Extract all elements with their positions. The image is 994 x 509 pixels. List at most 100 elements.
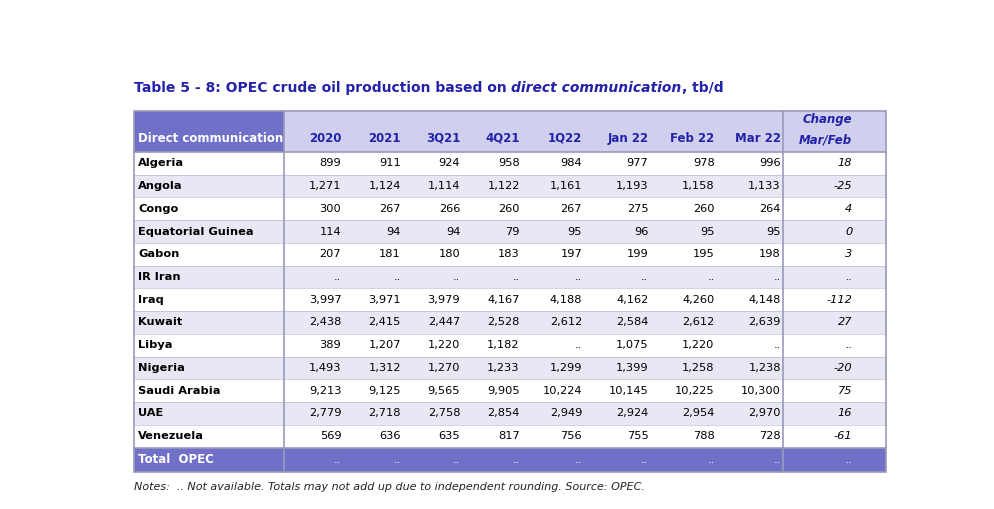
Bar [133,447,886,472]
Bar [133,289,886,311]
Text: 4,167: 4,167 [487,295,519,305]
Text: 2,639: 2,639 [747,318,780,327]
Text: 755: 755 [626,431,648,441]
Text: 978: 978 [692,158,714,168]
Text: 1,220: 1,220 [682,340,714,350]
Text: 2,528: 2,528 [487,318,519,327]
Text: 260: 260 [693,204,714,214]
Text: Gabon: Gabon [138,249,180,259]
Text: 1,258: 1,258 [682,363,714,373]
Text: 4,162: 4,162 [615,295,648,305]
Text: Angola: Angola [138,181,183,191]
Bar [133,220,886,243]
Text: 1,233: 1,233 [487,363,519,373]
Text: 1,161: 1,161 [549,181,581,191]
Text: 96: 96 [633,227,648,237]
Text: 1,158: 1,158 [681,181,714,191]
Text: Libya: Libya [138,340,173,350]
Text: 1,238: 1,238 [747,363,780,373]
Text: ..: .. [393,272,401,282]
Text: 9,565: 9,565 [427,386,460,395]
Text: Mar/Feb: Mar/Feb [798,134,852,147]
Text: 267: 267 [379,204,401,214]
Text: 10,224: 10,224 [542,386,581,395]
Text: 181: 181 [379,249,401,259]
Text: 1,493: 1,493 [308,363,341,373]
Text: 16: 16 [837,408,852,418]
Text: ..: .. [575,455,581,465]
Text: 1,312: 1,312 [368,363,401,373]
Text: ..: .. [575,340,581,350]
Text: ..: .. [707,455,714,465]
Text: 1,114: 1,114 [427,181,460,191]
Text: 3,997: 3,997 [308,295,341,305]
Text: 300: 300 [319,204,341,214]
Text: 10,145: 10,145 [608,386,648,395]
Text: ..: .. [575,272,581,282]
Text: ..: .. [772,272,780,282]
Text: -112: -112 [826,295,852,305]
Text: Algeria: Algeria [138,158,184,168]
Text: Jan 22: Jan 22 [606,132,648,145]
Text: 75: 75 [837,386,852,395]
Bar [133,197,886,220]
Bar [133,379,886,402]
Text: 1,271: 1,271 [308,181,341,191]
Text: Total  OPEC: Total OPEC [138,454,214,466]
Text: 2,924: 2,924 [615,408,648,418]
Text: 636: 636 [379,431,401,441]
Text: 1,207: 1,207 [368,340,401,350]
Bar [133,243,886,266]
Text: ..: .. [772,340,780,350]
Text: 1,299: 1,299 [549,363,581,373]
Text: 2,438: 2,438 [308,318,341,327]
Text: 2,447: 2,447 [427,318,460,327]
Text: ..: .. [393,455,401,465]
Text: 2,415: 2,415 [368,318,401,327]
Text: Nigeria: Nigeria [138,363,185,373]
Text: 195: 195 [692,249,714,259]
Text: IR Iran: IR Iran [138,272,181,282]
Text: 4Q21: 4Q21 [485,132,519,145]
Text: 2,970: 2,970 [747,408,780,418]
Text: 199: 199 [626,249,648,259]
Text: 4,188: 4,188 [549,295,581,305]
Text: 267: 267 [560,204,581,214]
Text: Notes:  .. Not available. Totals may not add up due to independent rounding. Sou: Notes: .. Not available. Totals may not … [133,482,644,492]
Text: 9,213: 9,213 [308,386,341,395]
Text: 4,260: 4,260 [682,295,714,305]
Text: 207: 207 [319,249,341,259]
Bar [133,111,284,152]
Text: 389: 389 [319,340,341,350]
Text: 27: 27 [837,318,852,327]
Text: ..: .. [844,272,852,282]
Text: Venezuela: Venezuela [138,431,204,441]
Text: 1,399: 1,399 [615,363,648,373]
Text: UAE: UAE [138,408,163,418]
Text: 1,193: 1,193 [615,181,648,191]
Text: 977: 977 [626,158,648,168]
Bar [133,175,886,197]
Text: 958: 958 [497,158,519,168]
Text: -20: -20 [833,363,852,373]
Text: 569: 569 [319,431,341,441]
Text: ..: .. [452,272,460,282]
Text: ..: .. [640,272,648,282]
Text: 2,718: 2,718 [368,408,401,418]
Text: 94: 94 [386,227,401,237]
Text: 183: 183 [497,249,519,259]
Text: 95: 95 [765,227,780,237]
Text: 10,300: 10,300 [741,386,780,395]
Text: 2,854: 2,854 [487,408,519,418]
Text: 9,125: 9,125 [368,386,401,395]
Text: 266: 266 [438,204,460,214]
Text: , tb/d: , tb/d [681,80,723,95]
Text: 4: 4 [844,204,852,214]
Text: Kuwait: Kuwait [138,318,182,327]
Text: 924: 924 [438,158,460,168]
Text: 899: 899 [319,158,341,168]
Text: Congo: Congo [138,204,178,214]
Text: 2,612: 2,612 [682,318,714,327]
Text: 0: 0 [844,227,852,237]
Bar [133,266,886,289]
